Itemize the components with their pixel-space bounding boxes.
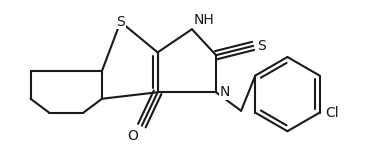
Text: NH: NH <box>194 13 215 27</box>
Text: Cl: Cl <box>325 106 339 120</box>
Text: N: N <box>220 85 230 99</box>
Text: O: O <box>127 129 138 143</box>
Text: S: S <box>116 15 125 29</box>
Text: S: S <box>257 39 265 53</box>
